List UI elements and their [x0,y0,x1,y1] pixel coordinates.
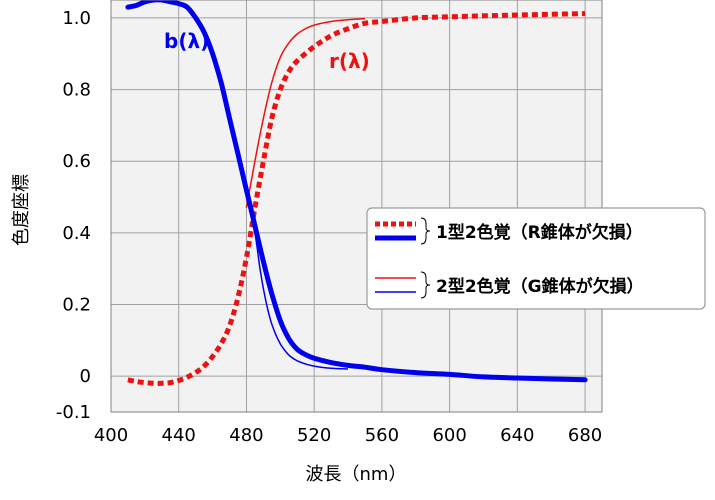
x-tick-label: 640 [500,425,534,446]
y-tick-label: 0.6 [62,151,91,172]
y-tick-label: 0.2 [62,295,91,316]
legend-brace-icon [420,271,431,299]
legend: 1型2色覚（R錐体が欠損） 2型2色覚（G錐体が欠損） [366,207,706,310]
x-tick-label: 600 [432,425,466,446]
plot-frame [110,0,603,413]
series-line-deutan-b [245,193,349,370]
legend-box [366,207,706,310]
series-line-deutan-r [245,17,366,208]
x-tick-label: 560 [365,425,399,446]
y-axis-title: 色度座標 [11,174,32,246]
series-layer [125,0,588,386]
y-tick-label: 0.4 [62,223,91,244]
x-tick-label: 480 [229,425,263,446]
b-curve-label: b(λ) [164,29,209,53]
plot-area [111,0,602,412]
r-curve-label: r(λ) [329,49,370,73]
legend-label-protan: 1型2色覚（R錐体が欠損） [436,222,643,243]
y-tick-label: 0 [80,366,91,387]
y-tick-label: -0.1 [56,402,91,423]
y-tick-label: 1.0 [62,8,91,29]
series-line-protan-r [127,11,586,386]
x-tick-label: 520 [297,425,331,446]
x-axis-title: 波長（nm） [306,464,407,485]
x-tick-label: 400 [94,425,128,446]
x-ticks: 400 440 480 520 560 600 640 680 [94,425,602,446]
y-tick-label: 0.8 [62,80,91,101]
y-ticks: 1.0 0.8 0.6 0.4 0.2 0 -0.1 [56,8,91,423]
series-line-protan-b [125,0,588,383]
legend-brace-icon [420,217,431,245]
x-tick-label: 440 [162,425,196,446]
x-tick-label: 680 [568,425,602,446]
legend-label-deutan: 2型2色覚（G錐体が欠損） [436,276,644,297]
